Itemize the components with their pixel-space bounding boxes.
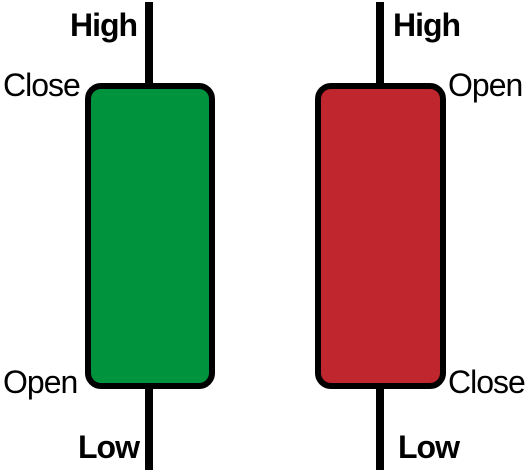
bullish-open-label: Open [3, 364, 77, 400]
bullish-high-label: High [70, 7, 137, 43]
bearish-candle: High Open Close Low [315, 2, 526, 470]
bearish-open-label: Open [448, 67, 522, 103]
bullish-low-label: Low [78, 429, 140, 465]
bearish-body [315, 83, 446, 389]
bearish-close-label: Close [448, 364, 525, 400]
bearish-high-label: High [393, 7, 460, 43]
bearish-low-label: Low [398, 429, 460, 465]
bullish-close-label: Close [3, 67, 80, 103]
bullish-body [85, 83, 215, 389]
bullish-candle: High Close Open Low [3, 2, 215, 470]
